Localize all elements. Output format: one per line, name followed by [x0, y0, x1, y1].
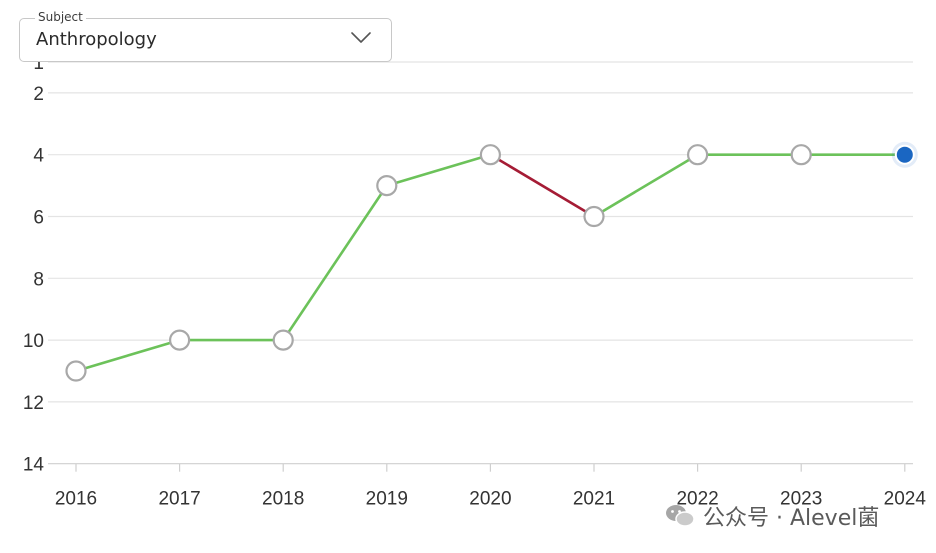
y-tick-label: 1 [33, 53, 44, 74]
data-point[interactable] [479, 144, 501, 166]
chevron-down-icon [351, 32, 371, 43]
y-tick-label: 6 [33, 208, 44, 229]
data-point[interactable] [272, 329, 294, 351]
y-tick-label: 12 [23, 393, 44, 414]
line-segment-rise [592, 153, 699, 218]
x-tick-label: 2020 [469, 489, 511, 510]
line-segment-rise [74, 338, 181, 373]
gridlines [48, 61, 913, 465]
line-segment-rise [385, 153, 492, 187]
x-axis-ticks: 2016 2017 2018 2019 2020 2021 2022 2023 2024 [55, 463, 927, 510]
subject-dropdown-label: Subject [35, 9, 86, 25]
series-points [65, 141, 918, 382]
wechat-icon [666, 505, 695, 527]
x-tick-label: 2019 [366, 489, 408, 510]
line-segment-rise [281, 184, 389, 342]
y-tick-label: 4 [33, 146, 44, 167]
data-point[interactable] [790, 144, 812, 166]
line-segment-decline [489, 153, 596, 218]
watermark-text: 公众号 · Alevel菌 [703, 506, 880, 531]
x-tick-label: 2016 [55, 489, 97, 510]
x-tick-label: 2024 [884, 489, 927, 510]
x-tick-label: 2018 [262, 489, 304, 510]
subject-dropdown-value: Anthropology [36, 29, 157, 50]
data-point[interactable] [65, 360, 87, 382]
data-point-current[interactable] [894, 144, 915, 165]
data-point[interactable] [169, 329, 191, 351]
subject-dropdown[interactable]: Subject Anthropology [19, 9, 392, 62]
x-tick-label: 2022 [676, 489, 718, 510]
y-tick-label: 10 [23, 331, 44, 352]
data-point[interactable] [583, 205, 605, 228]
y-tick-label: 14 [23, 455, 45, 476]
y-tick-label: 2 [33, 84, 44, 105]
data-point[interactable] [376, 175, 398, 197]
watermark: 公众号 · Alevel菌 [665, 500, 879, 532]
data-point[interactable] [686, 144, 709, 166]
y-tick-label: 8 [33, 269, 44, 290]
x-tick-label: 2021 [573, 489, 615, 510]
x-tick-label: 2023 [780, 489, 822, 510]
x-tick-label: 2017 [158, 489, 200, 510]
series-line [74, 153, 907, 373]
